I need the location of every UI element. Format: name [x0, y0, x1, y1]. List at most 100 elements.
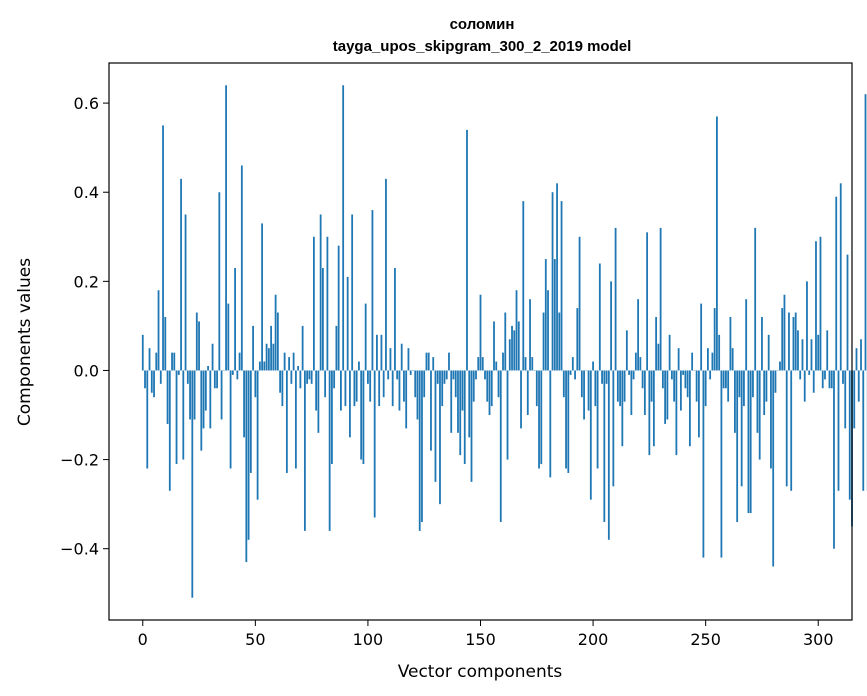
bar-189	[567, 370, 570, 473]
bar-10	[164, 316, 167, 371]
bar-12	[168, 370, 171, 491]
bar-200	[592, 361, 594, 371]
bar-244	[691, 352, 694, 371]
bar-161	[504, 312, 507, 371]
bar-202	[596, 370, 599, 469]
bar-94	[353, 370, 356, 407]
bar-79	[319, 214, 322, 371]
bar-8	[159, 370, 162, 384]
x-tick-label: 250	[690, 630, 721, 649]
bar-148	[475, 370, 477, 380]
bar-75	[310, 370, 313, 384]
bar-206	[605, 370, 608, 384]
bar-224	[646, 232, 649, 371]
bar-201	[594, 370, 597, 407]
bar-222	[641, 370, 644, 389]
bar-95	[355, 370, 358, 402]
bar-309	[837, 370, 840, 491]
bar-185	[558, 312, 561, 371]
bar-227	[652, 370, 655, 447]
y-tick-label: 0.0	[74, 361, 99, 380]
bar-203	[598, 263, 601, 371]
bar-42	[236, 370, 239, 380]
bar-319	[860, 339, 862, 371]
bar-180	[547, 290, 549, 371]
bar-314	[848, 370, 851, 500]
bar-316	[853, 370, 856, 429]
bar-109	[387, 370, 390, 380]
bar-20	[186, 370, 189, 384]
bar-97	[360, 370, 363, 460]
bar-240	[682, 370, 685, 375]
plot-frame	[108, 62, 853, 621]
bar-229	[657, 343, 660, 371]
bar-72	[303, 370, 306, 531]
bar-267	[743, 370, 745, 407]
x-tick-label: 200	[578, 630, 609, 649]
bar-293	[801, 339, 804, 371]
bar-205	[603, 370, 606, 522]
bar-283	[779, 361, 781, 371]
bar-147	[472, 370, 475, 402]
bar-92	[349, 370, 351, 438]
bar-302	[821, 370, 824, 389]
bar-252	[709, 370, 712, 380]
bar-101	[369, 370, 372, 402]
bar-215	[625, 330, 628, 371]
bar-236	[673, 370, 676, 402]
bar-151	[481, 357, 484, 371]
y-axis: −0.4 −0.2 0.0 0.2 0.4 0.6	[60, 94, 109, 559]
bar-119	[409, 370, 412, 375]
bar-312	[844, 370, 847, 429]
bar-58	[272, 343, 275, 371]
bar-273	[756, 370, 759, 433]
bar-145	[468, 370, 471, 438]
bar-123	[418, 370, 421, 531]
bar-133	[441, 370, 444, 407]
bar-28	[204, 370, 207, 411]
bar-88	[340, 370, 342, 411]
bar-275	[761, 316, 763, 371]
bar-117	[405, 370, 408, 429]
bar-230	[659, 227, 662, 371]
bar-43	[238, 352, 241, 371]
bar-45	[243, 370, 245, 438]
bar-311	[842, 370, 844, 384]
bar-306	[830, 370, 833, 389]
bar-3	[148, 348, 151, 371]
bar-104	[376, 334, 378, 371]
bar-172	[529, 299, 531, 371]
bar-261	[729, 316, 732, 371]
bar-214	[623, 370, 626, 402]
bar-231	[661, 370, 664, 389]
bar-287	[788, 312, 790, 371]
bar-55	[265, 343, 268, 371]
bar-74	[308, 370, 311, 380]
bar-64	[285, 370, 288, 473]
bar-164	[511, 325, 513, 371]
bar-52	[258, 361, 261, 371]
bar-126	[425, 352, 428, 371]
bar-122	[416, 370, 419, 420]
bar-2	[146, 370, 149, 469]
bar-156	[493, 321, 495, 371]
bar-4	[150, 370, 153, 393]
y-tick-label: −0.4	[60, 540, 99, 559]
x-tick-label: 0	[138, 630, 148, 649]
bar-253	[711, 352, 714, 371]
bars-group	[141, 85, 867, 598]
bar-37	[225, 85, 227, 371]
bar-235	[670, 370, 673, 380]
bar-165	[513, 330, 516, 371]
bar-286	[785, 370, 788, 487]
bar-141	[459, 370, 462, 456]
bar-67	[292, 352, 295, 371]
bar-176	[538, 370, 540, 469]
bar-105	[378, 370, 381, 407]
bar-134	[443, 370, 446, 384]
bar-108	[385, 178, 387, 371]
bar-157	[495, 361, 498, 371]
bar-68	[294, 370, 297, 469]
bar-303	[824, 370, 826, 380]
bar-296	[808, 370, 811, 375]
